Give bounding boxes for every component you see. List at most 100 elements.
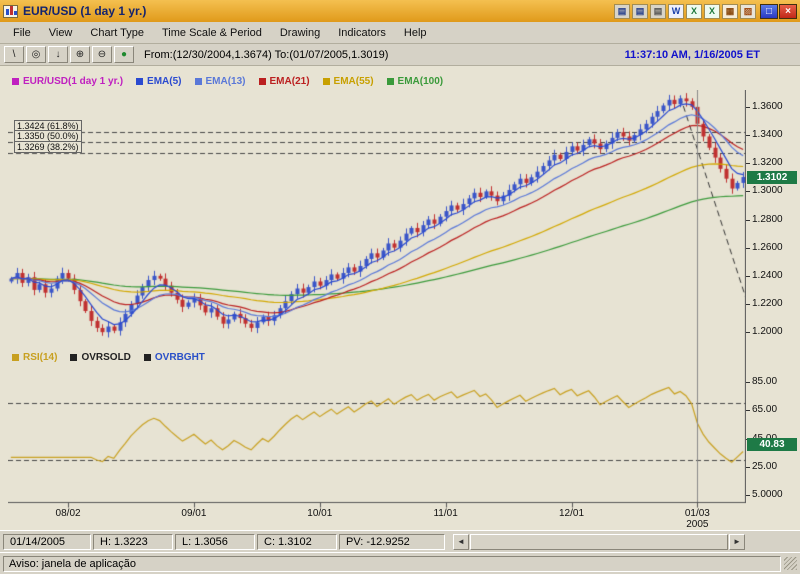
excel-icon[interactable]: X <box>704 3 720 19</box>
price-axis-tickmark <box>746 219 750 221</box>
legend-item: OVRBGHT <box>143 352 205 363</box>
menu-item-drawing[interactable]: Drawing <box>279 26 321 39</box>
line-tool[interactable]: \ <box>4 46 24 63</box>
menu-item-time-scale-period[interactable]: Time Scale & Period <box>162 26 262 39</box>
tray-icons: ▤ ▤ ▤ W X X ▦ ▨ <box>614 3 756 19</box>
arrow-tool[interactable]: ↓ <box>48 46 68 63</box>
scroll-right-button[interactable]: ► <box>729 533 745 550</box>
close-button[interactable]: × <box>779 3 797 19</box>
date-range-label: From:(12/30/2004,1.3674) To:(01/07/2005,… <box>144 48 389 61</box>
x-axis-year-label: 2005 <box>686 519 709 530</box>
legend-label: OVRBGHT <box>154 352 205 363</box>
tool-icon[interactable]: ▨ <box>740 3 756 19</box>
status-bar: Aviso: janela de aplicação <box>0 552 800 574</box>
legend-swatch <box>194 78 202 85</box>
legend-swatch <box>12 354 19 361</box>
chart-area: EUR/USD(1 day 1 yr.) EMA(5) EMA(13) EMA(21)… <box>0 66 800 530</box>
legend-item: EMA(100) <box>386 76 444 87</box>
price-axis-tickmark <box>746 303 750 305</box>
legend-label: EUR/USD(1 day 1 yr.) <box>23 76 124 87</box>
rsi-axis-tickmark <box>746 382 750 384</box>
scrollbar-thumb[interactable] <box>470 533 728 550</box>
x-axis-label: 01/03 <box>684 508 710 519</box>
rsi-axis-label: 65.00 <box>752 404 778 416</box>
price-rsi-chart-canvas[interactable] <box>8 90 746 508</box>
menu-item-file[interactable]: File <box>13 26 31 39</box>
price-axis-label: 1.2600 <box>752 241 783 253</box>
rsi-axis-label: 45.00 <box>752 433 777 444</box>
maximize-button[interactable]: □ <box>760 3 778 19</box>
chart-scrollbar[interactable]: ◄ ► <box>453 533 745 550</box>
legend-item: RSI(14) <box>12 352 57 363</box>
rsi-axis-tickmark <box>746 494 750 496</box>
go-tool[interactable]: ● <box>114 46 134 63</box>
excel-icon[interactable]: X <box>686 3 702 19</box>
price-legend: EUR/USD(1 day 1 yr.) EMA(5) EMA(13) EMA(21)… <box>12 76 443 87</box>
legend-item: OVRSOLD <box>70 352 131 363</box>
price-axis-label: 1.2200 <box>752 297 783 309</box>
legend-label: EMA(100) <box>397 76 444 87</box>
legend-item: EMA(55) <box>322 76 374 87</box>
resize-grip[interactable] <box>784 557 797 570</box>
legend-item: EMA(13) <box>194 76 246 87</box>
zoom-out-tool[interactable]: ⊖ <box>92 46 112 63</box>
legend-label: EMA(13) <box>205 76 246 87</box>
scroll-left-button[interactable]: ◄ <box>453 533 469 550</box>
x-axis-label: 09/01 <box>181 508 207 519</box>
price-axis-tickmark <box>746 163 750 165</box>
clock-label: 11:37:10 AM, 1/16/2005 ET <box>624 48 760 61</box>
legend-label: EMA(21) <box>269 76 310 87</box>
rsi-axis-label: 85.00 <box>752 376 778 388</box>
zoom-in-tool[interactable]: ⊕ <box>70 46 90 63</box>
price-axis-label: 1.3000 <box>752 185 783 197</box>
menu-item-indicators[interactable]: Indicators <box>338 26 386 39</box>
window-title: EUR/USD (1 day 1 yr.) <box>23 4 147 18</box>
quote-high: H: 1.3223 <box>93 533 173 550</box>
window-icon[interactable]: ▤ <box>650 3 666 19</box>
price-axis-label: 1.2000 <box>752 326 783 338</box>
legend-swatch <box>70 354 78 361</box>
chart-icon[interactable]: ▦ <box>722 3 738 19</box>
price-axis-tickmark <box>746 135 750 137</box>
menu-item-view[interactable]: View <box>48 26 73 39</box>
word-icon[interactable]: W <box>668 3 684 19</box>
legend-swatch <box>322 78 330 85</box>
legend-item: EUR/USD(1 day 1 yr.) <box>12 76 123 87</box>
quote-close: C: 1.3102 <box>257 533 337 550</box>
legend-swatch <box>136 78 144 85</box>
rsi-legend: RSI(14) OVRSOLD OVRBGHT <box>12 352 205 363</box>
window-icon[interactable]: ▤ <box>632 3 648 19</box>
price-axis-label: 1.3200 <box>752 157 783 169</box>
menu-item-chart-type[interactable]: Chart Type <box>90 26 144 39</box>
window-icon[interactable]: ▤ <box>614 3 630 19</box>
price-axis-tickmark <box>746 106 750 108</box>
drawing-tools: \ ◎ ↓ ⊕ ⊖ ● <box>4 46 134 63</box>
rsi-axis-label: 25.00 <box>752 460 778 472</box>
price-axis-label: 1.3400 <box>752 129 783 141</box>
menu-item-help[interactable]: Help <box>403 26 427 39</box>
legend-swatch <box>386 78 394 85</box>
rsi-axis-tickmark <box>746 466 750 468</box>
fib-level-label: 1.3269 (38.2%) <box>14 141 82 154</box>
marker-tool[interactable]: ◎ <box>26 46 46 63</box>
rsi-axis-tickmark <box>746 410 750 412</box>
x-axis-label: 11/01 <box>433 508 458 519</box>
status-message: Aviso: janela de aplicação <box>3 555 781 572</box>
app-icon <box>3 4 18 18</box>
rsi-axis-label: 5.0000 <box>752 488 783 500</box>
legend-swatch <box>258 78 266 85</box>
toolbar: \ ◎ ↓ ⊕ ⊖ ● From:(12/30/2004,1.3674) To:(01/0… <box>0 44 800 66</box>
rsi-value-badge: 40.83 <box>747 438 797 452</box>
x-axis-label: 08/02 <box>55 508 81 519</box>
legend-label: EMA(55) <box>333 76 374 87</box>
price-axis-tickmark <box>746 332 750 334</box>
title-bar[interactable]: EUR/USD (1 day 1 yr.) ▤ ▤ ▤ W X X ▦ ▨ □ × <box>0 0 800 22</box>
price-axis-label: 1.2800 <box>752 213 783 225</box>
window-controls: □ × <box>759 3 797 19</box>
legend-label: RSI(14) <box>23 352 58 363</box>
legend-label: OVRSOLD <box>81 352 131 363</box>
price-axis-tickmark <box>746 191 750 193</box>
x-axis-label: 10/01 <box>307 508 333 519</box>
price-axis-tickmark <box>746 247 750 249</box>
